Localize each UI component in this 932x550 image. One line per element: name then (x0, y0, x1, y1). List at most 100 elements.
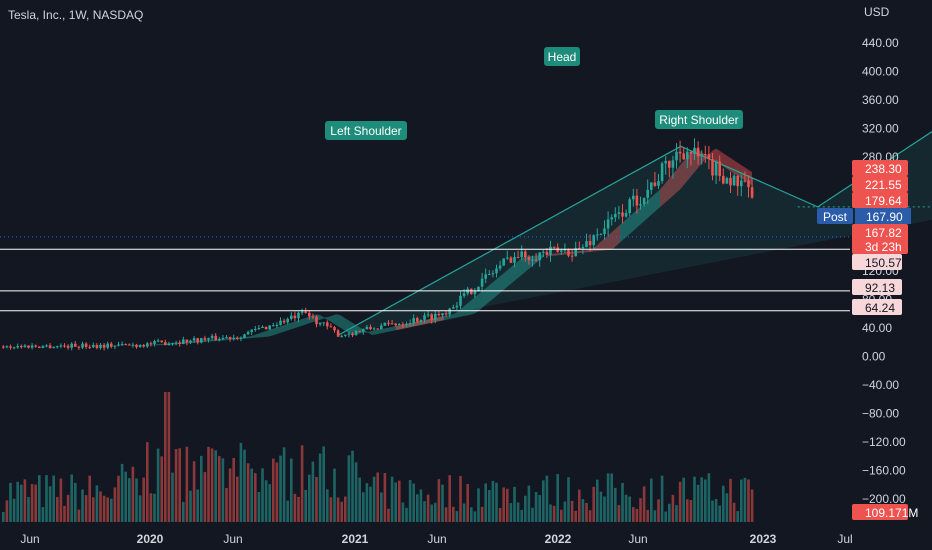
candle-body (664, 160, 667, 164)
volume-bar (707, 473, 711, 522)
candle-body (192, 338, 196, 341)
candle-body (484, 274, 487, 279)
volume-bar (70, 474, 73, 522)
candle-body (430, 314, 433, 320)
volume-bar (740, 479, 743, 522)
candle-body (27, 345, 30, 348)
candle-body (567, 249, 570, 256)
volume-bar (570, 500, 574, 522)
candle-body (624, 212, 628, 217)
volume-bar (520, 509, 523, 522)
x-tick-label: Jun (628, 532, 647, 546)
volume-bar (138, 495, 142, 522)
candle-body (480, 278, 484, 287)
pattern-label[interactable]: Left Shoulder (325, 121, 407, 140)
volume-bar (506, 488, 509, 522)
svg-text:Left Shoulder: Left Shoulder (330, 124, 401, 138)
candle-body (12, 347, 16, 349)
candle-body (394, 323, 397, 326)
candle-body (657, 181, 660, 186)
candle-body (362, 329, 365, 332)
volume-bar (41, 507, 45, 522)
volume-bar (326, 489, 329, 522)
price-tag: 109.171M (852, 504, 918, 520)
volume-bar (369, 486, 372, 522)
candle-body (70, 343, 73, 348)
pattern-label[interactable]: Head (544, 47, 580, 66)
volume-bar (300, 445, 304, 522)
candlestick-series (2, 138, 754, 351)
volume-bar (106, 497, 109, 522)
volume-bar (99, 491, 102, 522)
candle-body (570, 255, 574, 257)
volume-bar (545, 475, 549, 522)
volume-bar (250, 468, 253, 522)
candle-body (153, 341, 156, 345)
volume-bar (236, 476, 239, 522)
volume-bar (578, 489, 581, 522)
candle-body (552, 246, 556, 248)
candle-body (606, 219, 610, 229)
volume-bar (178, 448, 181, 522)
volume-bar (81, 489, 84, 522)
x-tick-label: Jun (223, 532, 242, 546)
volume-bar (128, 478, 131, 522)
candle-body (77, 346, 81, 348)
volume-bar (646, 509, 649, 522)
pattern-label[interactable]: Right Shoulder (655, 110, 743, 129)
volume-bar (675, 505, 678, 522)
volume-bar (225, 487, 228, 522)
candle-body (354, 330, 358, 336)
volume-bar (149, 493, 153, 522)
volume-bar (167, 392, 171, 522)
candle-body (207, 338, 210, 340)
candle-body (30, 345, 34, 348)
candle-body (412, 318, 415, 324)
candle-body (646, 189, 649, 198)
candle-body (66, 345, 70, 348)
horizontal-levels (0, 236, 850, 312)
candle-body (642, 197, 646, 205)
candle-body (419, 319, 423, 322)
candle-body (725, 177, 729, 184)
volume-bar (358, 477, 361, 522)
volume-bar (599, 491, 603, 522)
candle-body (491, 273, 495, 275)
volume-bar (279, 455, 282, 522)
candle-body (650, 182, 653, 190)
price-tag: 92.13 (852, 279, 902, 295)
candle-body (243, 334, 246, 339)
candle-body (81, 343, 84, 348)
volume-bar (34, 484, 37, 522)
candle-body (390, 323, 394, 325)
volume-bar (189, 490, 192, 522)
volume-bar (556, 474, 559, 522)
volume-bar (725, 493, 729, 522)
volume-bar (304, 489, 307, 522)
candle-body (52, 346, 55, 349)
candle-body (59, 345, 63, 347)
volume-bar (437, 479, 441, 522)
candle-body (23, 345, 27, 348)
candle-body (146, 343, 149, 347)
candle-body (110, 343, 113, 347)
y-tick-label: 320.00 (862, 122, 899, 136)
candle-body (387, 322, 390, 324)
candle-body (380, 325, 383, 330)
volume-bar (513, 486, 516, 522)
candle-body (203, 338, 207, 340)
candle-body (401, 323, 405, 325)
candle-body (178, 342, 181, 344)
candle-body (279, 320, 282, 325)
volume-bar (455, 511, 459, 522)
y-tick-label: 0.00 (862, 350, 886, 364)
ribbon-segment (620, 189, 660, 243)
volume-bar (617, 505, 621, 522)
candle-body (300, 311, 304, 313)
x-tick-label: Jul (837, 532, 852, 546)
volume-bar (711, 500, 714, 522)
volume-bar (2, 511, 5, 522)
volume-bar (257, 492, 261, 522)
